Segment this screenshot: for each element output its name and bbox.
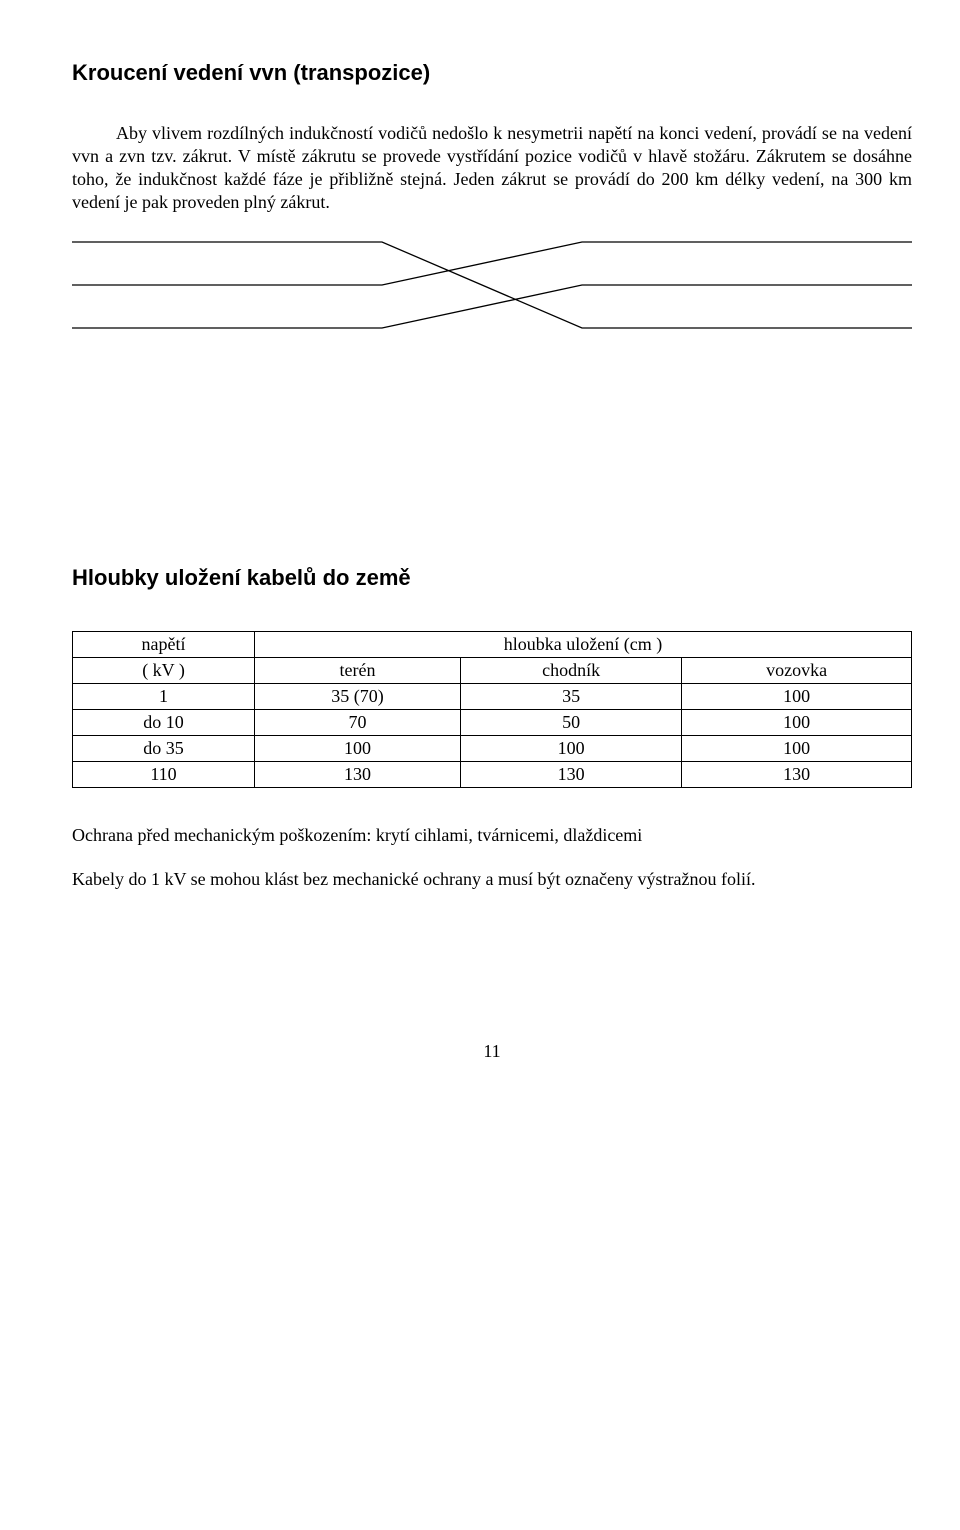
- heading-cable-depth: Hloubky uložení kabelů do země: [72, 565, 912, 591]
- header-terrain: terén: [255, 658, 461, 684]
- table-row: do 35 100 100 100: [73, 736, 912, 762]
- cell-voltage: 1: [73, 684, 255, 710]
- cell-terrain: 35 (70): [255, 684, 461, 710]
- table-row: 110 130 130 130: [73, 762, 912, 788]
- cell-road: 100: [682, 736, 912, 762]
- cell-sidewalk: 50: [460, 710, 681, 736]
- table-row: 1 35 (70) 35 100: [73, 684, 912, 710]
- cell-terrain: 100: [255, 736, 461, 762]
- paragraph-protection: Ochrana před mechanickým poškozením: kry…: [72, 824, 912, 847]
- header-depth-span: hloubka uložení (cm ): [255, 632, 912, 658]
- cell-terrain: 70: [255, 710, 461, 736]
- cell-voltage: do 10: [73, 710, 255, 736]
- header-sidewalk: chodník: [460, 658, 681, 684]
- heading-transposition: Kroucení vedení vvn (transpozice): [72, 60, 912, 86]
- cell-road: 100: [682, 710, 912, 736]
- table-row: do 10 70 50 100: [73, 710, 912, 736]
- cell-terrain: 130: [255, 762, 461, 788]
- header-road: vozovka: [682, 658, 912, 684]
- cell-sidewalk: 100: [460, 736, 681, 762]
- header-voltage-bot: ( kV ): [73, 658, 255, 684]
- cell-sidewalk: 35: [460, 684, 681, 710]
- cell-voltage: 110: [73, 762, 255, 788]
- cell-road: 130: [682, 762, 912, 788]
- cell-road: 100: [682, 684, 912, 710]
- transposition-svg: [72, 230, 912, 340]
- paragraph-1kv-cables: Kabely do 1 kV se mohou klást bez mechan…: [72, 868, 912, 891]
- paragraph-transposition: Aby vlivem rozdílných indukčností vodičů…: [72, 122, 912, 214]
- page-number: 11: [72, 1041, 912, 1062]
- header-voltage-top: napětí: [73, 632, 255, 658]
- cell-voltage: do 35: [73, 736, 255, 762]
- table-header-row-1: napětí hloubka uložení (cm ): [73, 632, 912, 658]
- transposition-diagram: [72, 230, 912, 345]
- table-header-row-2: ( kV ) terén chodník vozovka: [73, 658, 912, 684]
- cable-depth-table: napětí hloubka uložení (cm ) ( kV ) teré…: [72, 631, 912, 788]
- cell-sidewalk: 130: [460, 762, 681, 788]
